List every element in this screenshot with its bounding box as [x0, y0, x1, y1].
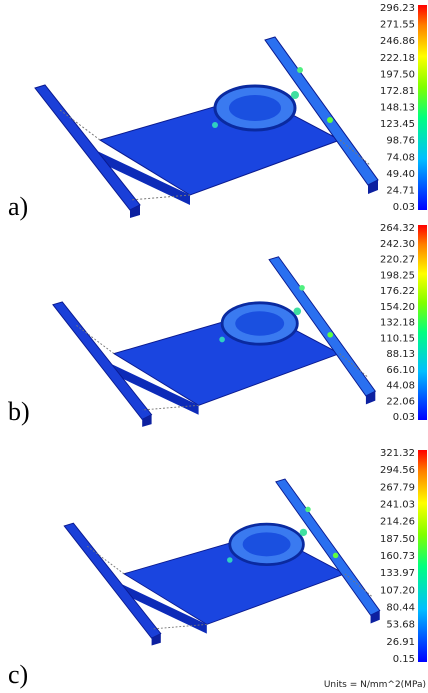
panel-label: b) — [8, 397, 30, 426]
colorbar — [418, 450, 427, 662]
panel-label: c) — [8, 660, 28, 689]
scale-label: 148.13 — [380, 103, 415, 114]
scale-label: 214.26 — [380, 517, 415, 528]
scale-label: 264.32 — [380, 223, 415, 234]
scale-label: 49.40 — [386, 169, 415, 180]
panel-label: a) — [8, 192, 28, 221]
scale-label: 66.10 — [386, 365, 415, 376]
scale-label: 172.81 — [380, 86, 415, 97]
scale-label: 154.20 — [380, 302, 415, 313]
scale-label: 220.27 — [380, 255, 415, 266]
scale-label: 267.79 — [380, 482, 415, 493]
scale-label: 294.56 — [380, 465, 415, 476]
scale-label: 187.50 — [380, 534, 415, 545]
scale-label: 110.15 — [380, 333, 415, 344]
model-b — [53, 257, 375, 427]
scale-label: 88.13 — [386, 349, 415, 360]
scale-label: 271.55 — [380, 20, 415, 31]
scale-label: 74.08 — [386, 152, 415, 163]
scale-label: 80.44 — [386, 603, 415, 614]
scale-label: 133.97 — [380, 568, 415, 579]
scale-label: 98.76 — [386, 136, 415, 147]
scale-label: 123.45 — [380, 119, 415, 130]
scale-label: 242.30 — [380, 239, 415, 250]
scale-label: 26.91 — [386, 637, 415, 648]
scale-label: 53.68 — [386, 620, 415, 631]
scale-label: 0.03 — [393, 202, 415, 213]
scale-label: 321.32 — [380, 448, 415, 459]
scale-label: 24.71 — [386, 185, 415, 196]
scale-label: 22.06 — [386, 396, 415, 407]
model-c — [64, 479, 380, 646]
scale-label: 198.25 — [380, 270, 415, 281]
scale-label: 0.15 — [393, 654, 415, 665]
scale-label: 160.73 — [380, 551, 415, 562]
colorbar — [418, 5, 427, 210]
scale-label: 132.18 — [380, 318, 415, 329]
units: Units = N/mm^2(MPa) — [324, 680, 426, 690]
scale-label: 246.86 — [380, 36, 415, 47]
scale-label: 44.08 — [386, 381, 415, 392]
scale-label: 107.20 — [380, 585, 415, 596]
colorbar — [418, 225, 427, 420]
scale-label: 241.03 — [380, 500, 415, 511]
scale-label: 222.18 — [380, 53, 415, 64]
scale-label: 176.22 — [380, 286, 415, 297]
scale-label: 197.50 — [380, 69, 415, 80]
figure: Units = N/mm^2(MPa) 296.23 271.55 246.86 22… — [0, 0, 428, 693]
scale-label: 0.03 — [393, 412, 415, 423]
model-a — [35, 37, 378, 218]
scale-label: 296.23 — [380, 3, 415, 14]
